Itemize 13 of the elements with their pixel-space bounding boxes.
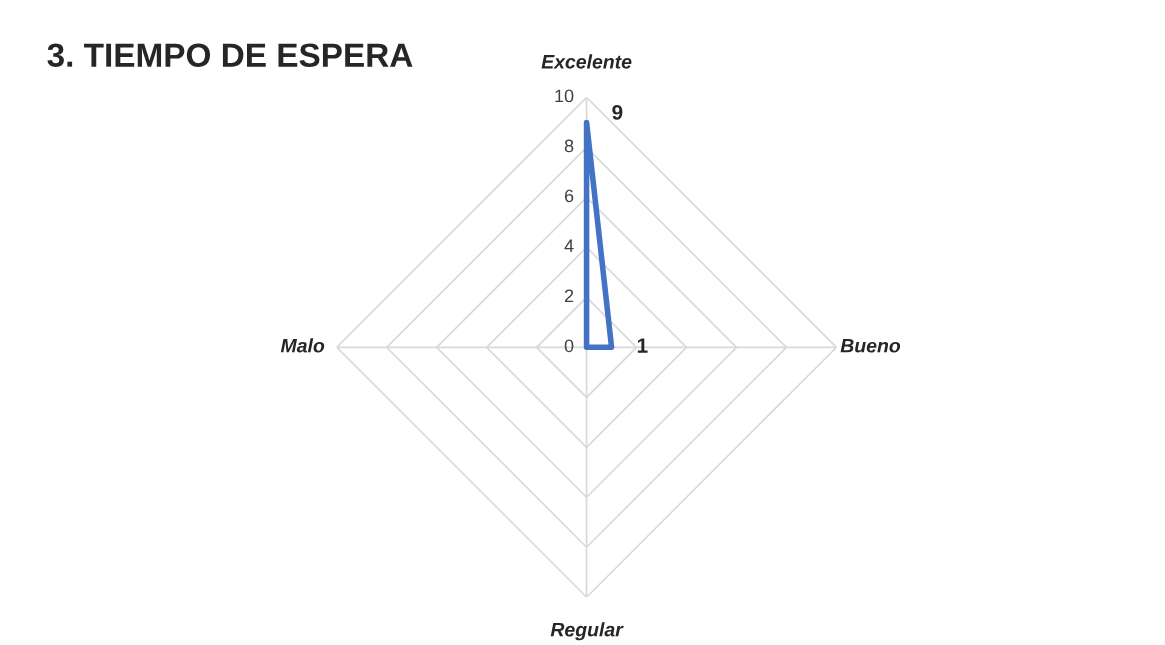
y-tick-label: 10 [555,89,574,103]
data-label: 9 [612,104,623,120]
y-tick-label: 4 [564,239,574,253]
y-tick-label: 8 [564,139,574,153]
data-label: 1 [637,338,648,353]
spoke-label: Malo [280,338,325,353]
spoke-label: Excelente [541,54,632,69]
chart-title: 3. TIEMPO DE ESPERA [47,43,413,68]
y-tick-label: 6 [564,189,574,203]
spoke-label: Bueno [840,338,901,353]
y-tick-label: 2 [564,289,574,303]
y-tick-label: 0 [564,339,574,353]
spoke-label: Regular [550,622,624,641]
